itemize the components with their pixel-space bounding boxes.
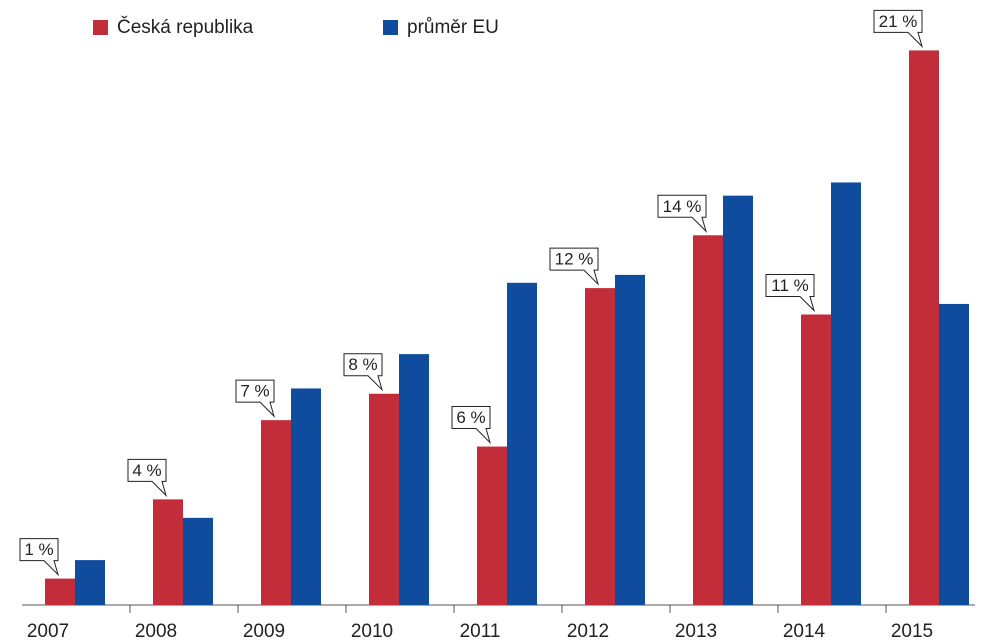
callout	[343, 353, 384, 392]
data-label: 21 %	[879, 12, 918, 31]
data-label: 12 %	[555, 250, 594, 269]
data-label: 8 %	[348, 355, 377, 374]
legend-label: Česká republika	[117, 16, 254, 38]
x-tick-label: 2013	[675, 621, 717, 642]
bar	[183, 517, 213, 605]
bar	[477, 446, 507, 605]
data-label: 11 %	[771, 276, 809, 295]
callout	[127, 458, 168, 498]
bar	[45, 578, 75, 605]
bar	[909, 50, 939, 605]
bar	[939, 303, 969, 605]
x-tick-label: 2010	[351, 621, 393, 642]
data-label: 1 %	[24, 540, 53, 559]
bar	[153, 499, 183, 605]
bar	[831, 182, 861, 606]
bar	[75, 560, 105, 605]
x-tick-label: 2015	[891, 621, 933, 642]
callout	[765, 274, 816, 313]
legend-swatch	[93, 20, 108, 35]
callout	[235, 379, 276, 418]
x-tick-label: 2011	[460, 621, 501, 642]
bar	[261, 420, 291, 605]
legend-swatch	[383, 20, 398, 35]
data-label: 7 %	[240, 382, 269, 401]
bar	[369, 393, 399, 605]
bar	[801, 314, 831, 605]
x-tick-label: 2007	[27, 621, 69, 642]
bar	[723, 195, 753, 605]
callout	[873, 9, 924, 49]
bar	[693, 235, 723, 606]
callout	[549, 247, 600, 286]
bar	[291, 388, 321, 605]
legend-label: průměr EU	[407, 17, 499, 38]
bar	[615, 274, 645, 605]
x-tick-label: 2008	[135, 621, 177, 642]
bar	[585, 288, 615, 605]
x-tick-label: 2009	[243, 621, 285, 642]
x-tick-label: 2012	[567, 621, 609, 642]
data-label: 4 %	[132, 461, 161, 480]
callout	[657, 194, 708, 233]
data-label: 14 %	[663, 197, 702, 216]
bar	[507, 282, 537, 605]
x-tick-label: 2014	[783, 621, 826, 642]
callout	[19, 538, 60, 577]
data-label: 6 %	[456, 408, 485, 427]
callout	[451, 406, 492, 445]
bar	[399, 354, 429, 605]
